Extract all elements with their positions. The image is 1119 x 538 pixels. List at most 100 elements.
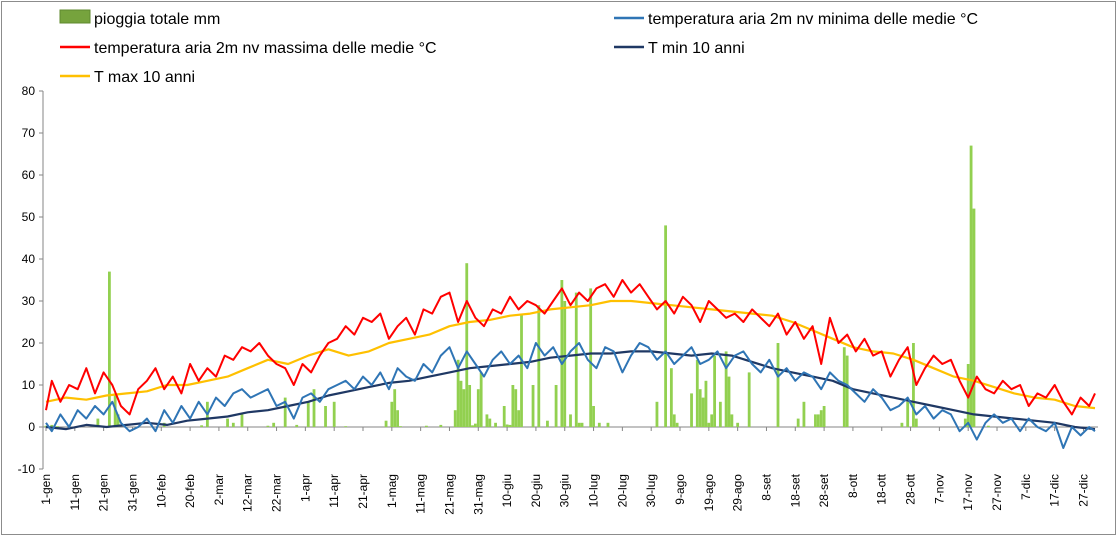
- rain-bar: [494, 422, 497, 427]
- rain-bar: [655, 401, 659, 427]
- rain-bar: [698, 389, 702, 427]
- x-tick-label: 28-ott: [904, 473, 918, 504]
- rain-bar: [814, 414, 817, 427]
- rain-bar: [906, 401, 910, 427]
- x-tick-label: 27-nov: [990, 474, 1004, 511]
- rain-bar: [96, 418, 100, 427]
- rain-bar: [969, 145, 973, 427]
- x-tick-label: 11-mag: [414, 474, 428, 514]
- x-tick-label: 17-dic: [1048, 474, 1062, 507]
- x-tick-label: 21-gen: [97, 474, 111, 511]
- rain-bar: [560, 280, 564, 427]
- y-tick-label: 80: [22, 84, 36, 98]
- x-tick-label: 20-lug: [615, 474, 629, 507]
- x-tick-label: 28-set: [817, 473, 831, 507]
- x-tick-label: 1-mag: [385, 474, 399, 508]
- rain-bar: [563, 301, 567, 427]
- x-tick-label: 20-feb: [183, 474, 197, 508]
- rain-bar: [796, 418, 800, 427]
- rain-bar: [453, 410, 457, 427]
- x-tick-label: 12-mar: [241, 474, 255, 512]
- y-tick-label: 20: [22, 336, 36, 350]
- rain-bar: [226, 418, 229, 427]
- x-tick-label: 11-gen: [68, 474, 82, 510]
- rain-bar: [776, 343, 780, 427]
- legend-swatch: [59, 9, 91, 24]
- x-tick-label: 9-ago: [673, 474, 687, 505]
- rain-bar: [508, 424, 512, 427]
- temperature-lines: [45, 279, 1096, 449]
- rain-bar: [56, 426, 59, 427]
- y-tick-label: -10: [18, 462, 36, 476]
- rain-bar: [116, 414, 120, 427]
- rain-bar: [912, 343, 915, 427]
- rain-bar: [819, 410, 823, 427]
- rain-bar: [664, 225, 668, 427]
- rain-bar: [396, 410, 399, 427]
- rain-bar: [231, 422, 235, 427]
- rain-bar: [393, 389, 397, 427]
- rain-bar: [511, 385, 515, 427]
- rain-bar: [476, 389, 480, 427]
- x-tick-label: 1-apr: [298, 474, 312, 502]
- rain-bar: [485, 414, 489, 427]
- rain-bar: [675, 422, 679, 427]
- y-tick-label: 0: [28, 420, 35, 434]
- x-tick-label: 10-lug: [587, 474, 601, 507]
- rain-bar: [514, 389, 518, 427]
- rain-bar: [574, 292, 578, 427]
- series-line: [45, 342, 1096, 449]
- rain-bar: [822, 406, 826, 427]
- rain-bar: [283, 397, 287, 427]
- rain-bar: [972, 208, 976, 427]
- rain-bar: [730, 414, 734, 427]
- rain-bar: [520, 313, 523, 427]
- rain-bar: [707, 422, 711, 427]
- rain-bar: [986, 425, 990, 427]
- legend-label: T max 10 anni: [94, 69, 195, 86]
- rain-bar: [344, 426, 348, 427]
- rain-bar: [845, 355, 849, 427]
- x-tick-label: 2-mar: [212, 474, 226, 505]
- x-tick-label: 8-ott: [846, 473, 860, 498]
- rain-bar: [592, 406, 595, 427]
- x-tick-label: 7-dic: [1019, 474, 1033, 500]
- rain-bar: [816, 414, 820, 427]
- y-tick-label: 60: [22, 168, 36, 182]
- rain-bar: [306, 401, 310, 427]
- rain-bar: [672, 414, 676, 427]
- x-tick-label: 17-nov: [961, 474, 975, 511]
- rain-bar: [842, 347, 846, 427]
- x-tick-label: 31-gen: [125, 474, 139, 511]
- rain-bar: [399, 426, 402, 427]
- x-tick-label: 31-mag: [471, 474, 485, 515]
- rain-bar: [537, 305, 541, 427]
- rain-bar: [425, 425, 428, 427]
- x-tick-label: 29-ago: [731, 474, 745, 512]
- rain-bar: [669, 368, 673, 427]
- rain-bar: [272, 422, 276, 427]
- x-tick-label: 1-gen: [39, 474, 53, 505]
- rain-bar: [479, 372, 483, 427]
- rain-bar: [546, 420, 549, 427]
- rain-bar: [597, 422, 601, 427]
- rain-bar: [736, 422, 740, 427]
- rain-bar: [471, 425, 474, 427]
- x-tick-label: 10-feb: [154, 474, 168, 508]
- x-tick-label: 7-nov: [932, 474, 946, 504]
- axes: -10 0 10 20 30 40 50 60 70 80 1-gen 11-gen 21-gen 31-…: [18, 84, 1098, 515]
- rain-bar: [580, 422, 584, 427]
- rain-bar: [502, 406, 506, 427]
- rain-bar: [266, 425, 270, 427]
- rain-bar: [295, 424, 299, 427]
- rain-bar: [718, 401, 722, 427]
- rain-bar: [473, 423, 477, 427]
- rain-bar: [488, 418, 492, 427]
- rain-bar: [462, 389, 466, 427]
- rain-bar: [456, 359, 460, 427]
- rain-bar: [963, 418, 967, 427]
- rain-bar: [439, 424, 443, 427]
- x-tick-label: 10-giu: [500, 474, 514, 507]
